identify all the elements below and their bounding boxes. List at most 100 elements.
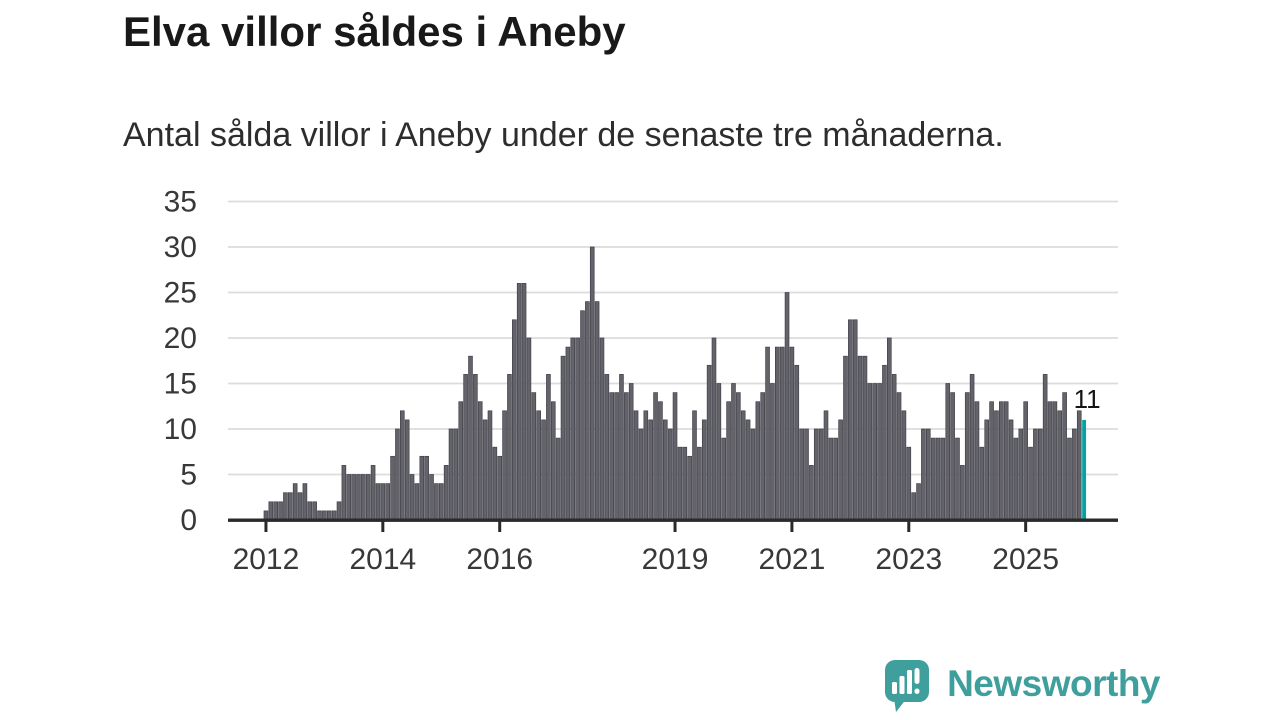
bar xyxy=(711,337,717,521)
bar xyxy=(443,465,449,521)
bar xyxy=(843,355,848,521)
bar xyxy=(1067,437,1072,521)
bar xyxy=(745,419,751,521)
bar xyxy=(911,492,916,521)
bar xyxy=(477,401,483,521)
bar xyxy=(468,355,473,521)
bar xyxy=(789,346,795,521)
bar xyxy=(784,292,790,521)
bar xyxy=(414,483,420,521)
bar xyxy=(404,419,410,521)
bar xyxy=(560,355,566,521)
bar xyxy=(409,474,415,521)
y-axis-tick-label: 30 xyxy=(164,231,197,264)
bar xyxy=(999,401,1004,521)
bar xyxy=(736,392,741,521)
bar xyxy=(872,383,878,521)
bar xyxy=(1008,419,1014,521)
y-axis-tick-label: 25 xyxy=(164,277,197,310)
bar xyxy=(628,383,634,521)
bar xyxy=(1047,401,1053,521)
bar xyxy=(921,428,926,521)
bar xyxy=(550,401,556,521)
bar xyxy=(536,410,541,521)
bar xyxy=(1033,428,1038,521)
bar xyxy=(677,446,683,521)
bar xyxy=(979,446,985,521)
bar xyxy=(940,437,946,521)
bar xyxy=(1023,401,1028,521)
bar xyxy=(809,465,814,521)
chart-subtitle: Antal sålda villor i Aneby under de sena… xyxy=(123,116,1004,154)
bar xyxy=(682,446,688,521)
bar xyxy=(336,501,342,521)
bar xyxy=(662,419,668,521)
bar xyxy=(969,374,975,521)
bar xyxy=(882,364,887,521)
bar xyxy=(1052,401,1058,521)
bar xyxy=(930,437,936,521)
bar xyxy=(380,483,386,521)
bar xyxy=(779,346,785,521)
bar xyxy=(1028,446,1033,521)
bar xyxy=(1072,428,1077,521)
bar xyxy=(619,374,624,521)
y-axis-tick-label: 5 xyxy=(180,459,197,492)
bar xyxy=(901,410,907,521)
bar xyxy=(740,410,746,521)
bar xyxy=(672,392,678,521)
y-axis-tick-label: 0 xyxy=(180,504,197,537)
bar xyxy=(731,383,736,521)
bar xyxy=(799,428,804,521)
bar xyxy=(482,419,488,521)
bar xyxy=(916,483,921,521)
bar xyxy=(429,474,434,521)
bar xyxy=(823,410,829,521)
bar xyxy=(818,428,824,521)
bar xyxy=(546,374,551,521)
bar xyxy=(292,483,298,521)
bar xyxy=(877,383,882,521)
bar xyxy=(828,437,834,521)
bar xyxy=(755,401,761,521)
bar xyxy=(848,319,853,521)
bar xyxy=(526,337,532,521)
bar xyxy=(575,337,580,521)
x-axis-tick-label: 2014 xyxy=(349,543,416,576)
bar xyxy=(341,465,347,521)
bar xyxy=(395,428,400,521)
x-axis-tick-label: 2023 xyxy=(875,543,942,576)
bar xyxy=(633,410,639,521)
bar xyxy=(925,428,931,521)
x-axis-line xyxy=(228,518,1118,522)
bar xyxy=(1037,428,1043,521)
bar xyxy=(857,355,863,521)
bar xyxy=(580,310,585,521)
bar xyxy=(770,383,775,521)
y-axis-tick-label: 15 xyxy=(164,368,197,401)
bar xyxy=(960,465,965,521)
bar xyxy=(473,374,478,521)
x-axis-tick-label: 2016 xyxy=(466,543,533,576)
bar xyxy=(361,474,366,521)
bar xyxy=(701,419,707,521)
bar xyxy=(531,392,537,521)
newsworthy-speech-bubble-chart-icon xyxy=(885,660,930,712)
bar xyxy=(487,410,493,521)
bar xyxy=(935,437,941,521)
bar xyxy=(400,410,405,521)
bar xyxy=(585,301,590,521)
bar xyxy=(1018,428,1024,521)
bar xyxy=(838,419,843,521)
bar xyxy=(721,437,727,521)
last-value-label: 11 xyxy=(1074,384,1101,414)
bar xyxy=(994,410,999,521)
bar xyxy=(458,401,464,521)
bar xyxy=(667,428,673,521)
bar xyxy=(448,428,454,521)
bar xyxy=(307,501,313,521)
bar xyxy=(852,319,858,521)
bar xyxy=(950,392,955,521)
y-axis-tick-label: 35 xyxy=(164,186,197,219)
